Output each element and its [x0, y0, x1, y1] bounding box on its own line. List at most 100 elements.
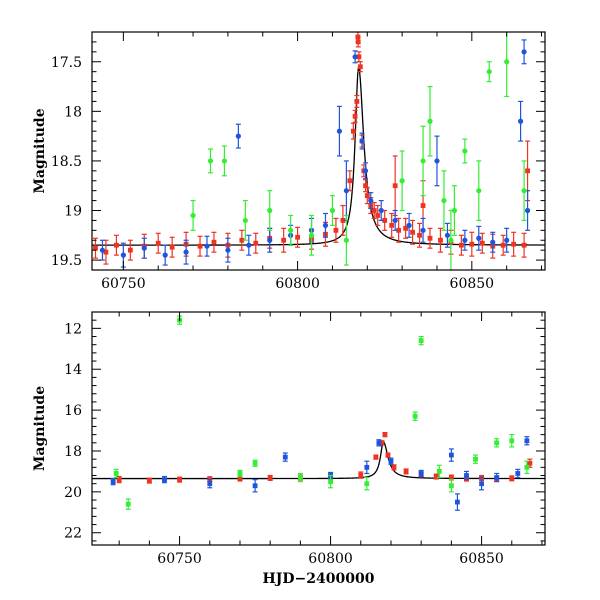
data-point: [382, 218, 388, 223]
data-point: [420, 158, 426, 164]
data-point: [469, 241, 475, 247]
data-point: [110, 479, 116, 485]
data-point: [221, 158, 228, 164]
data-point: [155, 240, 161, 246]
data-point: [99, 247, 106, 253]
data-point: [509, 438, 515, 444]
data-point: [392, 217, 398, 224]
data-point: [356, 54, 362, 60]
data-point: [392, 183, 398, 189]
data-point: [354, 99, 360, 104]
data-point: [355, 39, 361, 45]
data-point: [211, 239, 217, 245]
top-panel: 60750 60800 60850 17.5 18 18.5 19 19.5 Magnitude: [32, 31, 546, 292]
data-point: [343, 188, 349, 194]
data-point: [434, 158, 440, 164]
data-point: [525, 168, 530, 174]
y-axis-label: Magnitude: [32, 386, 48, 471]
data-point: [207, 481, 213, 487]
data-point: [177, 477, 182, 482]
data-point: [352, 54, 358, 60]
x-tick-label: 60750: [101, 276, 146, 292]
data-point: [368, 197, 374, 204]
y-tick-label: 20: [64, 485, 82, 501]
data-point: [125, 501, 131, 507]
plot-area: [92, 315, 545, 511]
data-point: [295, 234, 300, 240]
data-point: [237, 471, 243, 476]
data-point: [455, 499, 460, 505]
data-point: [347, 178, 353, 184]
y-tick-label: 19.5: [51, 253, 82, 269]
data-point: [336, 128, 343, 134]
data-point: [364, 193, 370, 199]
data-point: [252, 460, 258, 466]
data-point: [515, 471, 521, 476]
y-tick-label: 16: [64, 403, 82, 419]
data-point: [462, 148, 468, 154]
data-point: [281, 237, 287, 243]
data-point: [162, 477, 167, 482]
data-point: [375, 213, 381, 218]
data-point: [385, 452, 391, 458]
data-point: [242, 217, 248, 224]
y-tick-label: 17.5: [51, 55, 82, 71]
data-point: [476, 235, 482, 241]
data-point: [420, 227, 426, 233]
data-point: [308, 232, 315, 238]
data-point: [252, 483, 258, 489]
data-point: [504, 237, 510, 243]
data-point: [113, 242, 119, 248]
data-point: [396, 227, 402, 233]
data-point: [162, 252, 168, 258]
data-point: [328, 479, 333, 485]
plot-frame: [91, 311, 546, 546]
data-point: [267, 475, 273, 481]
data-point: [359, 138, 365, 144]
data-point: [527, 460, 533, 466]
data-point: [417, 232, 422, 238]
data-point: [362, 168, 369, 174]
data-point: [441, 197, 447, 204]
data-point: [235, 133, 241, 139]
data-point: [389, 222, 395, 228]
x-tick-label: 60850: [459, 551, 504, 567]
data-point: [524, 464, 530, 470]
data-point: [350, 128, 356, 134]
data-point: [116, 477, 122, 482]
data-point: [524, 438, 530, 444]
data-point: [371, 208, 377, 213]
data-point: [464, 473, 469, 478]
data-point: [509, 475, 515, 481]
data-point: [479, 240, 485, 246]
data-point: [382, 432, 388, 438]
data-point: [500, 242, 506, 248]
data-point: [297, 475, 303, 480]
x-tick-label: 60850: [450, 276, 495, 292]
data-point: [93, 245, 98, 251]
x-axis-label: HJD−2400000: [263, 571, 375, 587]
data-point: [406, 222, 412, 228]
data-point: [141, 245, 147, 251]
data-point: [253, 240, 259, 246]
data-point: [373, 454, 379, 460]
data-point: [479, 481, 484, 487]
x-tick-label: 60800: [308, 551, 353, 567]
data-point: [333, 227, 339, 233]
data-point: [521, 242, 527, 248]
data-point: [436, 469, 442, 474]
y-tick-label: 18: [64, 104, 82, 120]
data-point: [458, 242, 464, 248]
data-point: [197, 243, 203, 249]
data-point: [521, 188, 527, 194]
data-point: [451, 207, 457, 214]
data-point: [518, 118, 524, 124]
y-tick-label: 18.5: [51, 154, 82, 170]
y-tick-label: 18: [64, 444, 82, 460]
y-tick-label: 19: [64, 204, 82, 220]
data-point: [494, 475, 500, 480]
data-point: [358, 472, 364, 478]
data-point: [511, 241, 517, 247]
data-point: [427, 235, 433, 241]
data-point: [494, 440, 500, 446]
